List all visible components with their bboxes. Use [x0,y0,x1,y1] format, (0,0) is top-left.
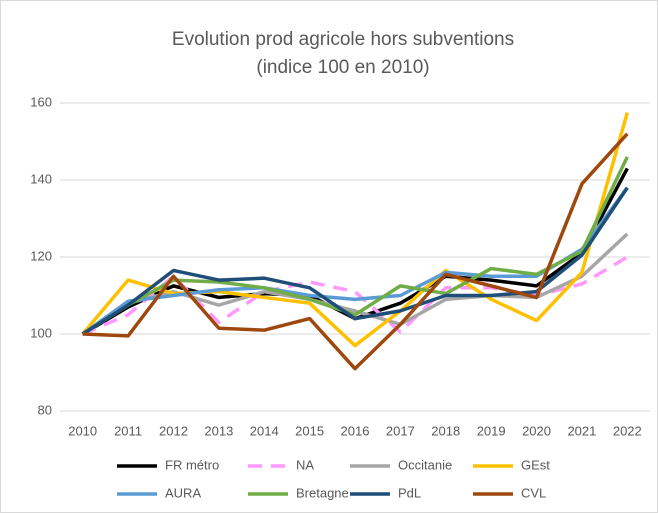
x-tick-label: 2022 [613,423,642,438]
x-tick-label: 2017 [386,423,415,438]
y-tick-label: 160 [30,94,52,109]
x-tick-label: 2010 [68,423,97,438]
legend-label: CVL [521,485,546,500]
x-tick-label: 2014 [250,423,279,438]
y-tick-label: 140 [30,171,52,186]
x-tick-label: 2016 [341,423,370,438]
y-tick-label: 100 [30,325,52,340]
series-line [81,186,629,336]
x-tick-label: 2015 [295,423,324,438]
legend-label: PdL [398,485,421,500]
legend-label: Occitanie [398,457,452,472]
x-tick-label: 2019 [477,423,506,438]
legend-label: AURA [165,485,201,500]
chart-title: Evolution prod agricole hors subventions [172,29,514,50]
legend-label: GEst [521,457,550,472]
x-tick-label: 2013 [204,423,233,438]
legend-label: NA [296,457,314,472]
y-tick-label: 80 [38,402,52,417]
x-tick-label: 2021 [567,423,596,438]
x-tick-label: 2020 [522,423,551,438]
x-tick-label: 2012 [159,423,188,438]
series-line [82,132,629,371]
legend-label: Bretagne [296,485,349,500]
y-tick-label: 120 [30,248,52,263]
legend-label: FR métro [165,457,219,472]
series-line [81,186,629,336]
chart-subtitle: (indice 100 en 2010) [256,57,429,78]
series-line [81,156,629,336]
series-line [81,112,629,348]
x-tick-label: 2018 [431,423,460,438]
x-tick-label: 2011 [114,423,142,438]
